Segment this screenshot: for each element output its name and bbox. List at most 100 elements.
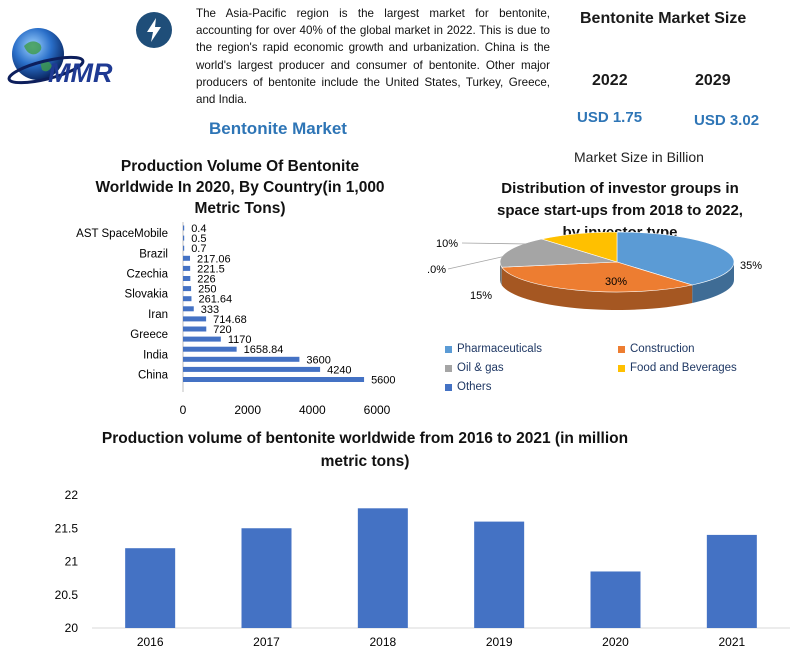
mmr-logo: MMR [6,18,156,98]
bar-value-label: 250 [198,284,216,296]
bar-value-label: 0.7 [191,243,206,255]
x-tick-label: 0 [180,403,187,417]
legend-item: Oil & gas [445,362,504,374]
legend-swatch [618,364,625,372]
logo-text: MMR [48,58,113,88]
legend-item: Construction [618,343,695,355]
pie-slice-label: 15% [470,290,492,302]
legend-label: Pharmaceuticals [457,343,543,355]
bar-value-label: 3600 [306,354,330,366]
bar [474,521,525,628]
bar [183,296,192,302]
bar [183,377,365,382]
country-tick-label: China [138,369,169,381]
country-chart-title-line: Worldwide In 2020, By Country(in 1,000 [95,179,385,196]
bar [125,548,176,628]
bar [241,528,292,628]
y-tick-label: 22 [65,488,79,502]
bar-value-label: 226 [197,274,215,286]
bar-value-label: 714.68 [213,314,247,326]
bar [183,306,194,312]
year-2022: 2022 [592,72,628,89]
bar-value-label: 261.64 [198,294,232,306]
bar-value-label: 217.06 [197,253,231,265]
pie-slice-label: 30% [605,276,627,288]
bar-value-label: 0.5 [191,233,206,245]
x-tick-label: 2017 [253,635,280,649]
bar [183,265,191,271]
yearly-bar-chart: 22 21.5 21 20.5 20 2016 2017 2018 2019 2020 2021 [55,488,790,649]
yearly-chart-title-line: Production volume of bentonite worldwide… [101,430,629,447]
bar-value-label: 221.5 [197,263,225,275]
yearly-chart-title: Production volume of bentonite worldwide… [40,427,690,473]
intro-paragraph: The Asia-Pacific region is the largest m… [196,7,550,107]
bar [183,346,237,352]
x-tick-label: 6000 [364,403,391,417]
bar [183,276,191,281]
country-tick-label: Iran [148,309,168,321]
legend-swatch [618,345,625,353]
investor-chart-title-line: Distribution of investor groups in [501,180,739,197]
legend-swatch [445,345,452,353]
x-tick-label: 2021 [718,635,745,649]
value-2022: USD 1.75 [577,109,643,126]
legend-label: Construction [630,343,695,355]
country-chart-title-line: Production Volume Of Bentonite [120,158,360,175]
y-tick-label: 21 [65,555,79,569]
bar [183,235,185,241]
bar-value-label: 1170 [228,334,252,346]
x-tick-label: 2020 [602,635,629,649]
leader-line [447,255,507,270]
country-chart-title-line: Metric Tons) [194,200,286,217]
country-bar-chart: 0.40.50.7217.06221.5226250261.64333714.6… [76,222,396,417]
legend-swatch [445,364,452,372]
pie-slice-label: 35% [740,260,762,272]
pie-slice-side [692,262,734,303]
globe-icon: MMR [7,28,113,88]
pie-slice-side [501,267,693,310]
legend-swatch [445,383,452,391]
legend-item: Others [445,381,492,393]
legend-label: Others [457,381,492,393]
bar [183,326,207,332]
bar-value-label: 5600 [371,375,395,387]
y-tick-label: 20 [65,621,79,635]
legend-item: Pharmaceuticals [445,343,542,355]
country-tick-label: Slovakia [125,289,169,301]
pie-slice-label: .0% [427,264,446,276]
bar [183,255,191,261]
country-tick-label: Czechia [126,268,168,280]
pie-slice [499,238,618,268]
bar [183,356,300,362]
legend-label: Oil & gas [457,362,504,374]
market-title: Bentonite Market [209,119,347,138]
y-tick-label: 20.5 [55,588,79,602]
pie-slice-label: 10% [436,238,458,250]
x-tick-label: 2000 [234,403,261,417]
lightning-icon [136,12,172,48]
bar-value-label: 1658.84 [244,344,284,356]
bar [183,225,185,231]
x-tick-label: 2018 [369,635,396,649]
market-size-unit: Market Size in Billion [574,149,704,165]
country-chart-title: Production Volume Of Bentonite Worldwide… [30,156,450,219]
bar [183,316,207,322]
bar [706,534,757,628]
pie-slice [540,232,618,263]
country-tick-label: AST SpaceMobile [76,228,168,240]
pie-slice [616,232,735,286]
bar [590,571,641,628]
investor-pie-chart: 35% 30% 15% 10% .0% [427,232,762,310]
country-tick-label: Brazil [139,248,168,260]
bar-value-label: 0.4 [191,223,206,235]
bar [357,508,408,628]
yearly-chart-title-line: metric tons) [320,453,410,470]
investor-chart-title-line: space start-ups from 2018 to 2022, [497,202,743,219]
x-tick-label: 2016 [137,635,164,649]
bar-value-label: 720 [213,324,231,336]
x-tick-label: 4000 [299,403,326,417]
value-2029: USD 3.02 [694,112,760,129]
x-tick-label: 2019 [486,635,513,649]
bar [183,366,321,372]
market-size-title: Bentonite Market Size [580,10,747,27]
